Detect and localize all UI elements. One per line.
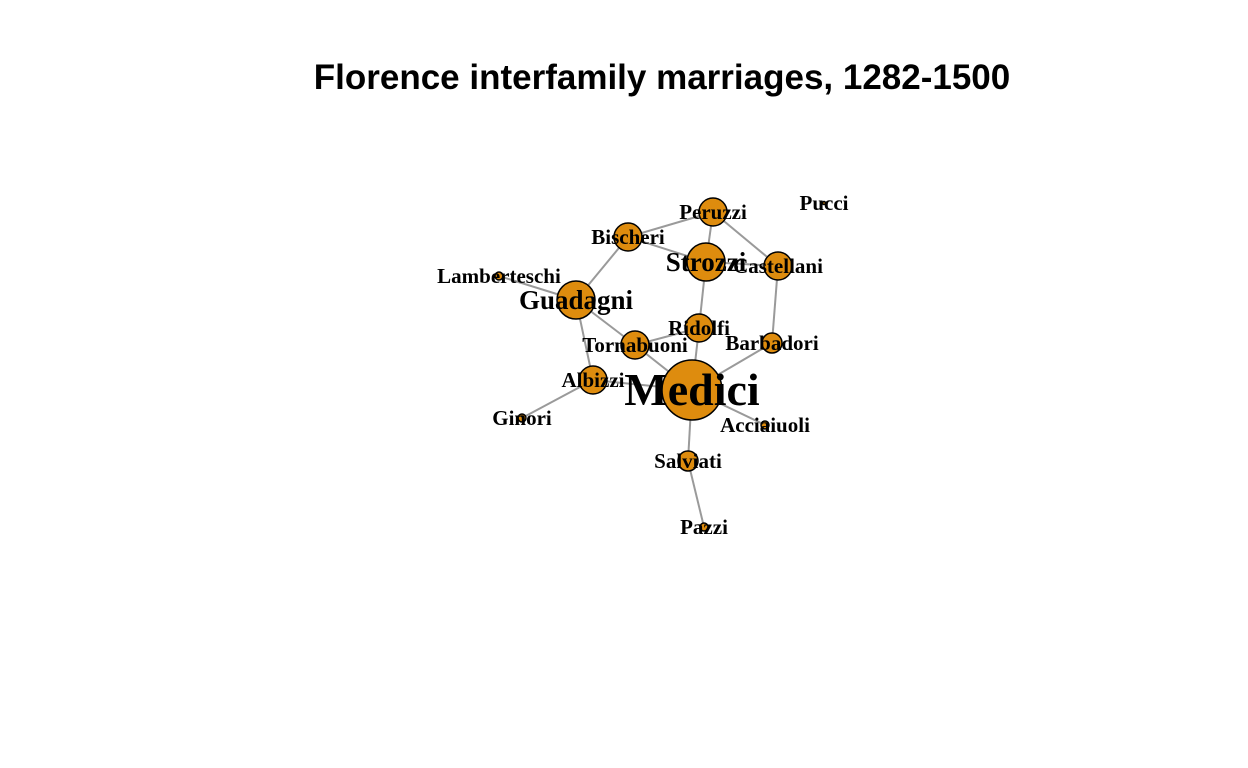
node-ridolfi	[684, 313, 714, 343]
label-peruzzi: Peruzzi	[679, 200, 747, 224]
label-guadagni: Guadagni	[519, 285, 634, 315]
label-acciaiuoli: Acciaiuoli	[720, 413, 810, 437]
node-castellani	[763, 251, 793, 281]
label-pucci: Pucci	[800, 191, 849, 215]
labels-layer: Acciaiuoli Albizzi Barbadori Bischeri Castel…	[437, 191, 848, 539]
edge-pazzi-salviati	[687, 460, 705, 528]
label-salviati: Salviati	[654, 449, 722, 473]
node-barbadori	[761, 332, 783, 354]
label-tornabuoni: Tornabuoni	[582, 333, 688, 357]
label-barbadori: Barbadori	[725, 331, 819, 355]
label-ginori: Ginori	[492, 406, 552, 430]
node-peruzzi	[698, 197, 728, 227]
label-castellani: Castellani	[733, 254, 823, 278]
node-albizzi	[578, 365, 608, 395]
node-medici	[661, 359, 723, 421]
label-pazzi: Pazzi	[680, 515, 728, 539]
node-strozzi	[686, 242, 726, 282]
label-strozzi: Strozzi	[666, 247, 747, 277]
node-bischeri	[613, 222, 643, 252]
label-lamberteschi: Lamberteschi	[437, 264, 561, 288]
label-bischeri: Bischeri	[591, 225, 665, 249]
label-albizzi: Albizzi	[562, 368, 625, 392]
label-ridolfi: Ridolfi	[668, 316, 730, 340]
label-medici: Medici	[624, 364, 760, 415]
nodes-layer	[494, 197, 827, 532]
node-pucci	[821, 200, 827, 206]
node-tornabuoni	[620, 330, 650, 360]
node-salviati	[677, 450, 699, 472]
node-lamberteschi	[494, 271, 504, 281]
edge-bischeri-peruzzi	[627, 211, 714, 238]
node-pazzi	[699, 522, 709, 532]
node-acciaiuoli	[760, 420, 770, 430]
node-ginori	[517, 413, 527, 423]
plot-title: Florence interfamily marriages, 1282-150…	[313, 58, 1011, 97]
node-guadagni	[556, 280, 596, 320]
